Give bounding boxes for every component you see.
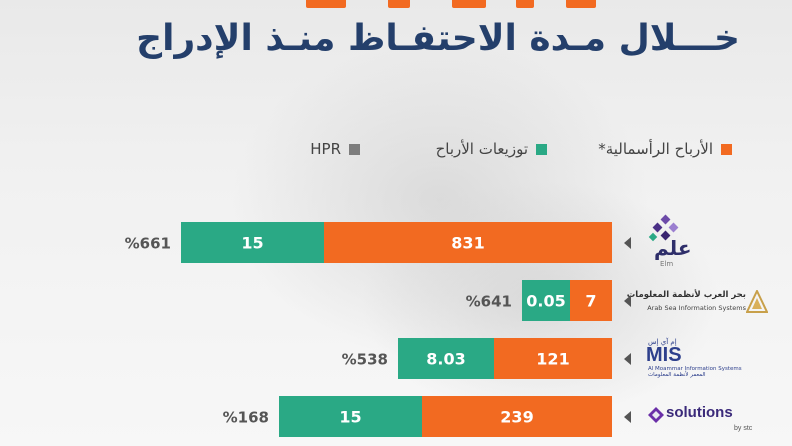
row-pointer-icon: [624, 237, 631, 249]
solutions-logo-name: solutions: [666, 404, 733, 421]
arab-sea-logo: بحر العرب لأنظمة المعلومات Arab Sea Info…: [627, 287, 768, 317]
legend-swatch-dividends: [536, 143, 547, 155]
bar-dividends: [181, 222, 324, 263]
hpr-label: %538: [342, 351, 388, 369]
bar-dividends-label: 15: [241, 234, 263, 253]
elm-logo-sub: Elm: [660, 260, 674, 268]
solutions-stc-logo: solutions by stc: [646, 401, 770, 439]
row-pointer-icon: [624, 411, 631, 423]
bar-dividends: [279, 396, 422, 437]
elm-logo: علم Elm: [644, 214, 694, 270]
bar-capital-gains: [570, 280, 612, 321]
bar-dividends-label: 0.05: [526, 292, 565, 311]
bar-capital-label: 121: [536, 350, 569, 369]
bar-capital-label: 831: [451, 234, 484, 253]
legend-swatch-hpr: [349, 143, 360, 155]
mis-logo-tag: إم آي إس: [648, 338, 677, 346]
elm-logo-mark: [648, 214, 679, 242]
arab-sea-logo-name: بحر العرب لأنظمة المعلومات: [626, 290, 746, 300]
bar-capital-gains: [324, 222, 612, 263]
bar-capital-label: 239: [500, 408, 533, 427]
row-pointer-icon: [624, 295, 631, 307]
arab-sea-logo-sub: Arab Sea Information Systems: [647, 304, 746, 312]
elm-logo-text: علم: [654, 236, 692, 260]
bar-dividends: [522, 280, 570, 321]
legend-label-capital: الأرباح الرأسمالية*: [598, 140, 713, 158]
chart-title: خـــلال مـدة الاحتفـاظ منـذ الإدراج: [136, 18, 740, 59]
bar-dividends-label: 8.03: [426, 350, 465, 369]
legend-item-dividends: توزيعات الأرباح: [436, 140, 547, 158]
bar-dividends-label: 15: [339, 408, 361, 427]
legend-item-capital: الأرباح الرأسمالية*: [598, 140, 732, 158]
hpr-label: %641: [466, 293, 512, 311]
bar-capital-label: 7: [585, 292, 596, 311]
solutions-logo-sub: by stc: [734, 425, 753, 432]
solutions-logo-mark: [648, 407, 664, 423]
headline-fragment: [276, 0, 596, 10]
legend-item-hpr: HPR: [310, 140, 360, 158]
hpr-label: %661: [125, 235, 171, 253]
legend-label-dividends: توزيعات الأرباح: [435, 140, 528, 158]
legend-label-hpr: HPR: [310, 140, 341, 158]
mis-logo-sub-ar: المعمر لأنظمة المعلومات: [648, 372, 706, 378]
mis-logo-sub: Al Moammar Information Systems: [648, 366, 742, 372]
legend: الأرباح الرأسمالية* توزيعات الأرباح HPR: [232, 140, 732, 164]
bar-capital-gains: [494, 338, 612, 379]
mis-logo: إم آي إس MIS Al Moammar Information Syst…: [644, 338, 768, 378]
mis-logo-name: MIS: [646, 344, 682, 366]
hpr-label: %168: [223, 409, 269, 427]
arab-sea-logo-mark: [746, 290, 768, 313]
bar-dividends: [398, 338, 494, 379]
row-pointer-icon: [624, 353, 631, 365]
bar-capital-gains: [422, 396, 612, 437]
legend-swatch-capital: [721, 143, 732, 155]
